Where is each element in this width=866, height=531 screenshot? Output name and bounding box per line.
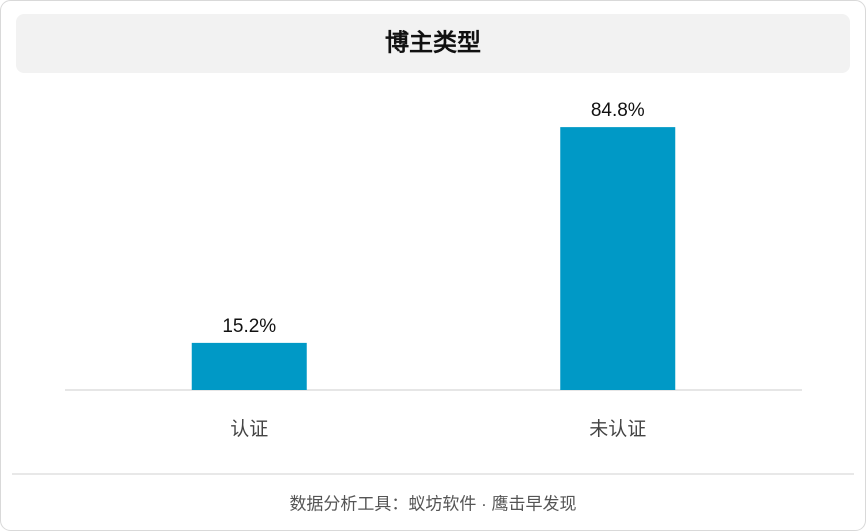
- value-label: 84.8%: [591, 100, 645, 121]
- value-label: 15.2%: [222, 316, 276, 337]
- chart-title: 博主类型: [385, 29, 481, 56]
- footer: 数据分析工具：蚁坊软件 · 鹰击早发现: [289, 494, 576, 513]
- title-box: [16, 14, 850, 73]
- bar: [191, 342, 307, 390]
- x-tick-label: 未认证: [589, 418, 646, 440]
- x-tick-label: 认证: [230, 418, 268, 440]
- bar: [560, 127, 676, 391]
